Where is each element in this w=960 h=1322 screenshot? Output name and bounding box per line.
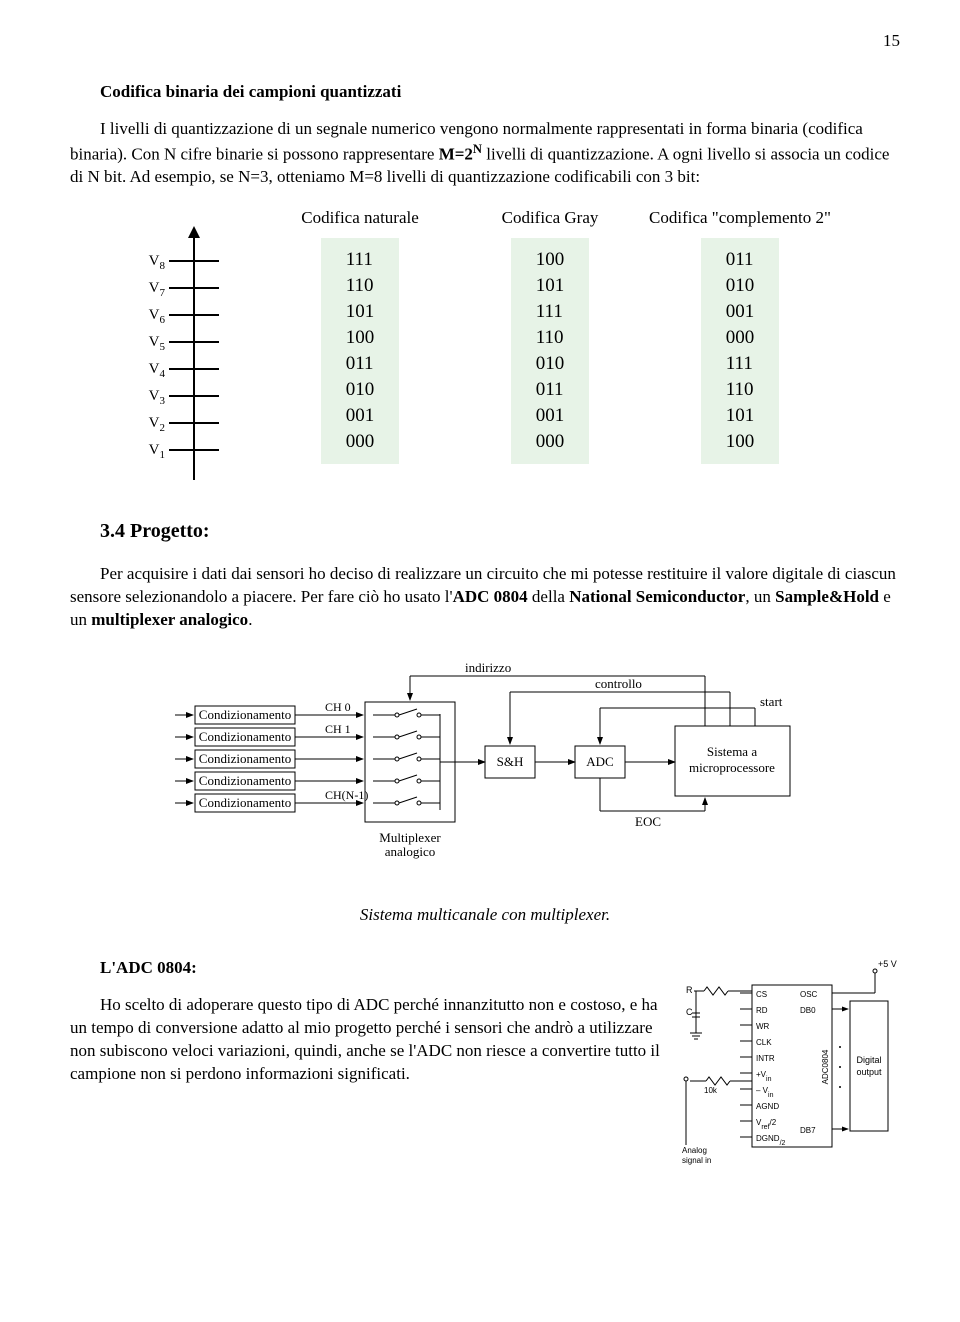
svg-text:Vref/2: Vref/2 [756,1118,777,1131]
svg-text:DB7: DB7 [800,1126,816,1135]
svg-text:Condizionamento: Condizionamento [199,707,291,722]
col-header-gray: Codifica Gray [455,207,645,230]
p2e: , un [745,587,775,606]
svg-text:CS: CS [756,990,767,999]
col-header-natural: Codifica naturale [265,207,455,230]
coding-table-diagram: Codifica naturale Codifica Gray Codifica… [70,207,900,478]
p1-sup: N [473,142,482,156]
svg-text:Analog: Analog [682,1146,707,1155]
svg-text:CH 0: CH 0 [325,700,351,714]
p2d: National Semiconductor [569,587,745,606]
page-number: 15 [70,30,900,53]
svg-text:indirizzo: indirizzo [465,660,511,675]
svg-text:CLK: CLK [756,1038,772,1047]
svg-text:Digital: Digital [856,1055,881,1065]
svg-text:Condizionamento: Condizionamento [199,729,291,744]
svg-text:Sistema a: Sistema a [707,744,757,759]
svg-text:+5 V: +5 V [878,959,897,969]
svg-text:OSC: OSC [800,990,818,999]
p1-eq: M=2 [439,144,473,163]
svg-text:CH(N-1): CH(N-1) [325,788,368,802]
svg-text:C: C [686,1007,693,1017]
svg-text:DGND/2: DGND/2 [756,1134,786,1147]
svg-text:CH 1: CH 1 [325,722,351,736]
svg-text:S&H: S&H [497,754,524,769]
svg-text:R: R [686,985,693,995]
svg-text:Condizionamento: Condizionamento [199,773,291,788]
gray-codes: 100101111110010011001000 [511,238,590,464]
svg-text:ADC: ADC [586,754,613,769]
comp2-codes: 011010001000111110101100 [701,238,780,464]
quantization-axis: V8V7V6V5V4V3V2V1 [135,238,265,478]
adc-pinout-diagram: +5 V Digital output ADC0804 CS RD WR CLK INT… [680,957,900,1174]
p2b: ADC 0804 [453,587,528,606]
paragraph-2: Per acquisire i dati dai sensori ho deci… [70,563,900,632]
p2c: della [528,587,570,606]
svg-text:– Vin: – Vin [756,1086,774,1099]
col-header-comp2: Codifica "complemento 2" [645,207,835,230]
multiplexer-diagram: Condizionamento CH 0 Condizionamento CH 1 Co… [70,656,900,927]
svg-text:INTR: INTR [756,1054,775,1063]
svg-text:10k: 10k [704,1086,718,1095]
svg-text:microprocessore: microprocessore [689,760,775,775]
svg-text:EOC: EOC [635,814,661,829]
svg-text:AGND: AGND [756,1102,779,1111]
adc-heading: L'ADC 0804: [70,957,662,980]
natural-codes: 111110101100011010001000 [321,238,400,464]
section-title-1: Codifica binaria dei campioni quantizzat… [70,81,900,104]
svg-text:Multiplexeranalogico: Multiplexeranalogico [379,830,441,859]
svg-text:controllo: controllo [595,676,642,691]
svg-text:start: start [760,694,783,709]
svg-text:Condizionamento: Condizionamento [199,751,291,766]
p2h: multiplexer analogico [91,610,248,629]
mux-caption: Sistema multicanale con multiplexer. [360,904,610,927]
p2f: Sample&Hold [775,587,879,606]
svg-text:signal in: signal in [682,1156,711,1165]
svg-text:output: output [856,1067,882,1077]
svg-text:+Vin: +Vin [756,1070,772,1083]
p2i: . [248,610,252,629]
svg-text:ADC0804: ADC0804 [821,1049,830,1084]
section-title-2: 3.4 Progetto: [100,518,900,545]
svg-text:WR: WR [756,1022,770,1031]
svg-text:RD: RD [756,1006,768,1015]
paragraph-1: I livelli di quantizzazione di un segnal… [70,118,900,189]
svg-text:Condizionamento: Condizionamento [199,795,291,810]
svg-text:DB0: DB0 [800,1006,816,1015]
adc-paragraph: Ho scelto di adoperare questo tipo di AD… [70,994,662,1086]
